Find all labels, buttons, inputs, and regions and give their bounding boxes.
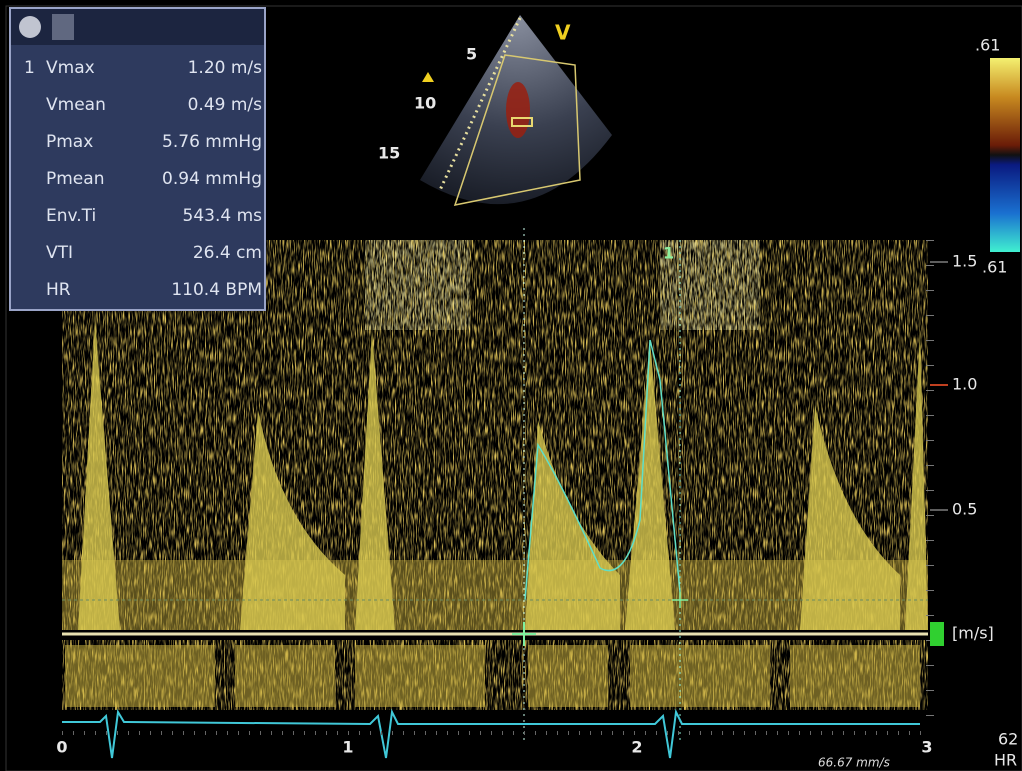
sweep-speed: 66.67 mm/s	[818, 756, 890, 770]
panel-box	[10, 8, 265, 310]
velocity-unit: [m/s]	[952, 624, 994, 643]
sector-marker: V	[555, 21, 571, 45]
time-label: 2	[631, 738, 642, 757]
measurement-label: Env.Ti	[46, 206, 96, 226]
measurement-label: Vmean	[46, 95, 106, 115]
panel-header	[11, 9, 264, 45]
depth-label: 5	[466, 45, 477, 64]
aliasing-band	[660, 240, 760, 330]
measurement-panel: 1 Vmax 1.20 m/s Vmean 0.49 m/s Pmax 5.76 mmHg…	[10, 8, 265, 310]
measurement-label: VTI	[46, 243, 73, 263]
depth-label: 10	[414, 94, 436, 113]
measurement-value: 26.4 cm	[193, 243, 262, 263]
baseline-marker	[930, 622, 944, 646]
hr-value: 62	[998, 730, 1018, 749]
measurement-label: Pmax	[46, 132, 93, 152]
time-label: 3	[921, 738, 932, 757]
measurement-value: 0.94 mmHg	[162, 169, 262, 189]
page: {"panel": {"index": "1", "rows": [ {"lab…	[0, 0, 1022, 771]
color-scale-top: .61	[975, 36, 1000, 55]
color-scale-bottom: .61	[982, 258, 1007, 277]
measurement-index: 1	[24, 58, 35, 78]
ultrasound-screen: 5 10 15 V .61 .61 1	[0, 0, 1022, 771]
color-bar	[990, 58, 1020, 252]
velocity-label: 0.5	[952, 500, 977, 519]
time-label: 0	[56, 738, 67, 757]
measurement-label: HR	[46, 280, 71, 300]
measurement-value: 543.4 ms	[183, 206, 263, 226]
depth-label: 15	[378, 144, 400, 163]
panel-icon	[52, 14, 74, 40]
color-flow	[506, 82, 530, 138]
baseline-band	[62, 560, 928, 630]
measurement-value: 0.49 m/s	[188, 95, 263, 115]
measurement-label: Vmax	[46, 58, 95, 78]
measurement-label: Pmean	[46, 169, 104, 189]
velocity-label: 1.5	[952, 252, 977, 271]
velocity-label: 1.0	[952, 375, 977, 394]
aliasing-band	[365, 240, 470, 330]
measurement-value: 110.4 BPM	[171, 280, 262, 300]
panel-icon	[19, 16, 41, 38]
cursor-label: 1	[663, 244, 674, 263]
measurement-value: 5.76 mmHg	[162, 132, 262, 152]
time-label: 1	[342, 738, 353, 757]
measurement-value: 1.20 m/s	[188, 58, 263, 78]
hr-label: HR	[994, 751, 1017, 770]
